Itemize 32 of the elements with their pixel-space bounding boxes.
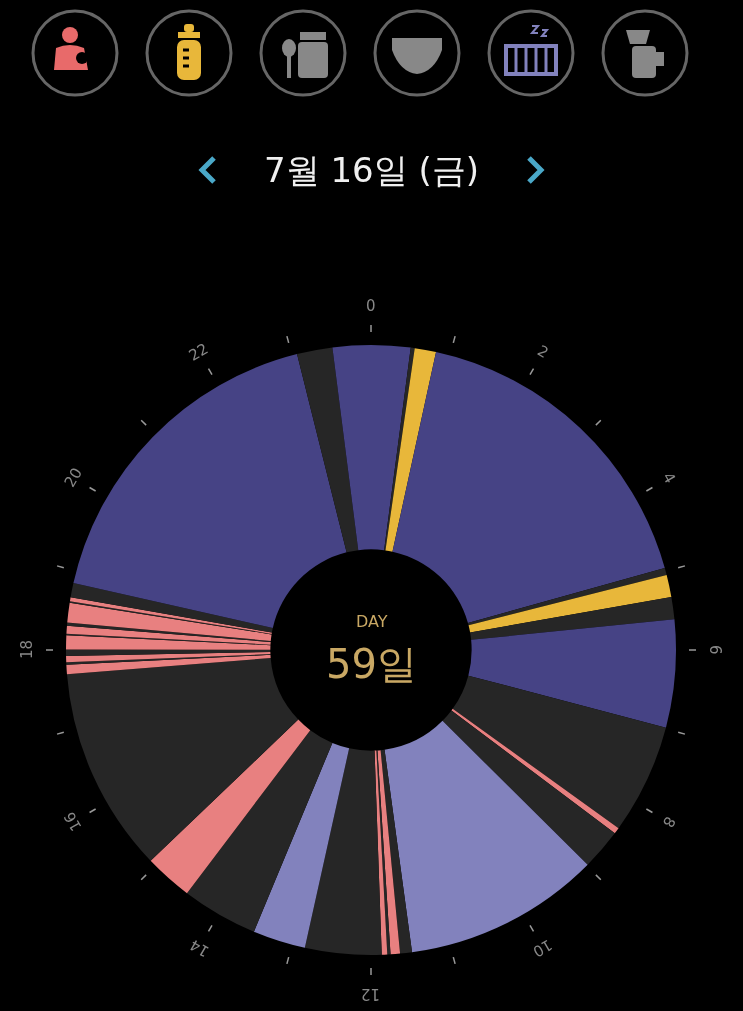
text: 4 <box>658 469 680 487</box>
donut-slice <box>150 719 311 894</box>
donut-slice <box>467 568 667 626</box>
text: DAY <box>356 612 388 631</box>
text: 59일 <box>326 641 417 687</box>
donut-slice <box>66 654 271 675</box>
donut-slice <box>442 710 615 865</box>
text: 8 <box>658 813 680 831</box>
donut-slice <box>385 348 437 552</box>
donut-slice <box>297 347 359 553</box>
donut-slice <box>380 749 413 954</box>
chart-title: 7월 16일 (금) <box>263 149 480 190</box>
text: 10 <box>529 935 556 961</box>
text: 6 <box>706 645 724 655</box>
donut-slice <box>451 708 619 834</box>
donut-slice <box>66 649 271 656</box>
text: 0 <box>366 297 376 315</box>
text: 12 <box>360 985 380 1003</box>
donut-slice <box>384 347 415 551</box>
text: 22 <box>185 339 212 365</box>
donut-slice <box>468 575 672 633</box>
text: 2 <box>534 341 552 363</box>
donut-slice <box>70 583 273 633</box>
donut-slice <box>470 597 675 640</box>
text: 20 <box>60 464 86 491</box>
text: 16 <box>60 808 86 835</box>
donut-slice <box>253 742 350 948</box>
donut-slice <box>377 750 401 955</box>
text: 18 <box>18 639 36 659</box>
text: 14 <box>186 935 213 961</box>
donut-slice <box>66 658 299 861</box>
donut-slice <box>468 619 676 728</box>
